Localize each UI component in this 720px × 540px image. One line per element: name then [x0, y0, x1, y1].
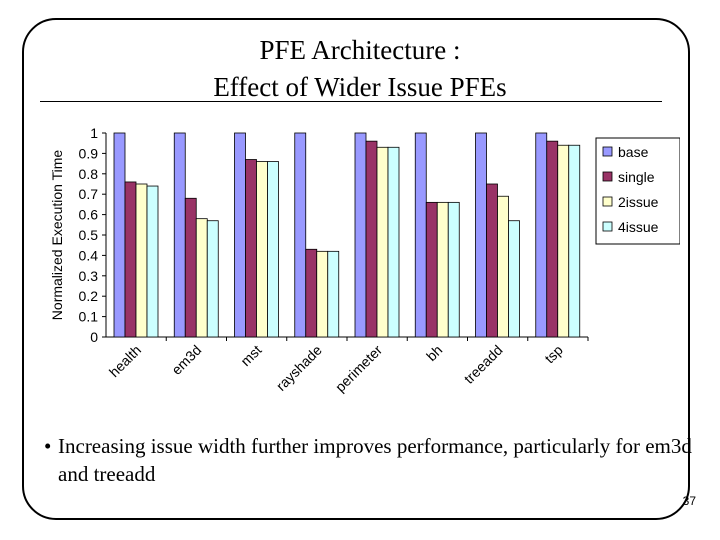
x-tick-label: treeadd [461, 342, 506, 387]
legend-swatch-base [602, 146, 613, 157]
legend-label-single: single [618, 169, 655, 185]
bullet-point: • Increasing issue width further improve… [44, 432, 694, 488]
x-tick-label: mst [237, 342, 264, 369]
bar-4issue-rayshade [327, 250, 340, 338]
y-tick-label: 0.2 [79, 288, 99, 304]
bar-single-perimeter [365, 140, 378, 338]
legend-swatch-2issue [602, 196, 613, 207]
slide-title-line1: PFE Architecture : [259, 35, 461, 65]
x-tick-label: tsp [541, 342, 566, 367]
bar-2issue-bh [436, 201, 449, 338]
bar-base-health [113, 132, 126, 338]
legend-label-base: base [618, 144, 649, 160]
bar-single-em3d [184, 197, 197, 338]
bar-4issue-perimeter [387, 146, 400, 338]
bar-single-tsp [546, 140, 559, 338]
y-tick-label: 0.7 [79, 186, 99, 202]
bar-4issue-tsp [568, 144, 581, 338]
bar-2issue-mst [256, 161, 268, 338]
y-tick-label: 0.1 [79, 309, 99, 325]
bar-base-bh [414, 132, 427, 338]
bar-4issue-mst [267, 161, 279, 338]
x-tick-label: health [106, 342, 144, 380]
bar-2issue-em3d [195, 218, 208, 338]
bar-4issue-treeadd [508, 220, 520, 338]
bar-base-mst [234, 132, 246, 338]
legend-swatch-4issue [602, 221, 613, 232]
page-number: 37 [682, 494, 696, 508]
title-divider [40, 101, 662, 102]
x-tick-label: perimeter [332, 342, 385, 395]
bar-2issue-rayshade [316, 250, 329, 338]
x-tick-label: em3d [168, 342, 204, 378]
bar-chart: 0 0.1 0.2 0.3 0.4 0.5 0.6 0.7 0.8 0.9 1 Normalized … [49, 125, 680, 395]
y-tick-label: 0.9 [79, 145, 99, 161]
bar-single-rayshade [305, 248, 318, 338]
y-tick-label: 0.6 [79, 207, 99, 223]
bar-4issue-health [146, 185, 159, 338]
bar-2issue-treeadd [497, 195, 509, 338]
bar-4issue-em3d [206, 220, 219, 338]
x-tick-label: rayshade [273, 342, 325, 394]
bar-single-bh [425, 201, 438, 338]
y-axis-label: Normalized Execution Time [49, 150, 65, 321]
bar-single-health [124, 181, 137, 338]
bar-base-perimeter [354, 132, 367, 338]
legend-swatch-single [602, 171, 613, 182]
bar-base-treeadd [475, 132, 487, 338]
bar-2issue-tsp [557, 144, 570, 338]
legend-label-2issue: 2issue [618, 194, 659, 210]
y-tick-label: 0.3 [79, 268, 99, 284]
bar-base-rayshade [294, 132, 307, 338]
bar-2issue-health [135, 183, 148, 338]
bar-4issue-bh [447, 201, 460, 338]
bullet-text: Increasing issue width further improves … [58, 434, 692, 486]
y-tick-label: 0 [90, 329, 98, 345]
bullet-symbol: • [44, 434, 52, 458]
bar-base-em3d [173, 132, 186, 338]
bar-single-treeadd [486, 183, 498, 338]
legend-label-4issue: 4issue [618, 219, 659, 235]
bar-single-mst [245, 159, 257, 338]
x-tick-label: bh [423, 342, 445, 364]
bar-base-tsp [535, 132, 548, 338]
slide-frame [22, 18, 690, 520]
y-tick-label: 0.8 [79, 166, 99, 182]
y-tick-label: 0.5 [79, 227, 99, 243]
bar-2issue-perimeter [376, 146, 389, 338]
y-tick-label: 0.4 [79, 247, 99, 263]
y-tick-label: 1 [90, 125, 98, 141]
slide-title-line2: Effect of Wider Issue PFEs [213, 72, 507, 102]
